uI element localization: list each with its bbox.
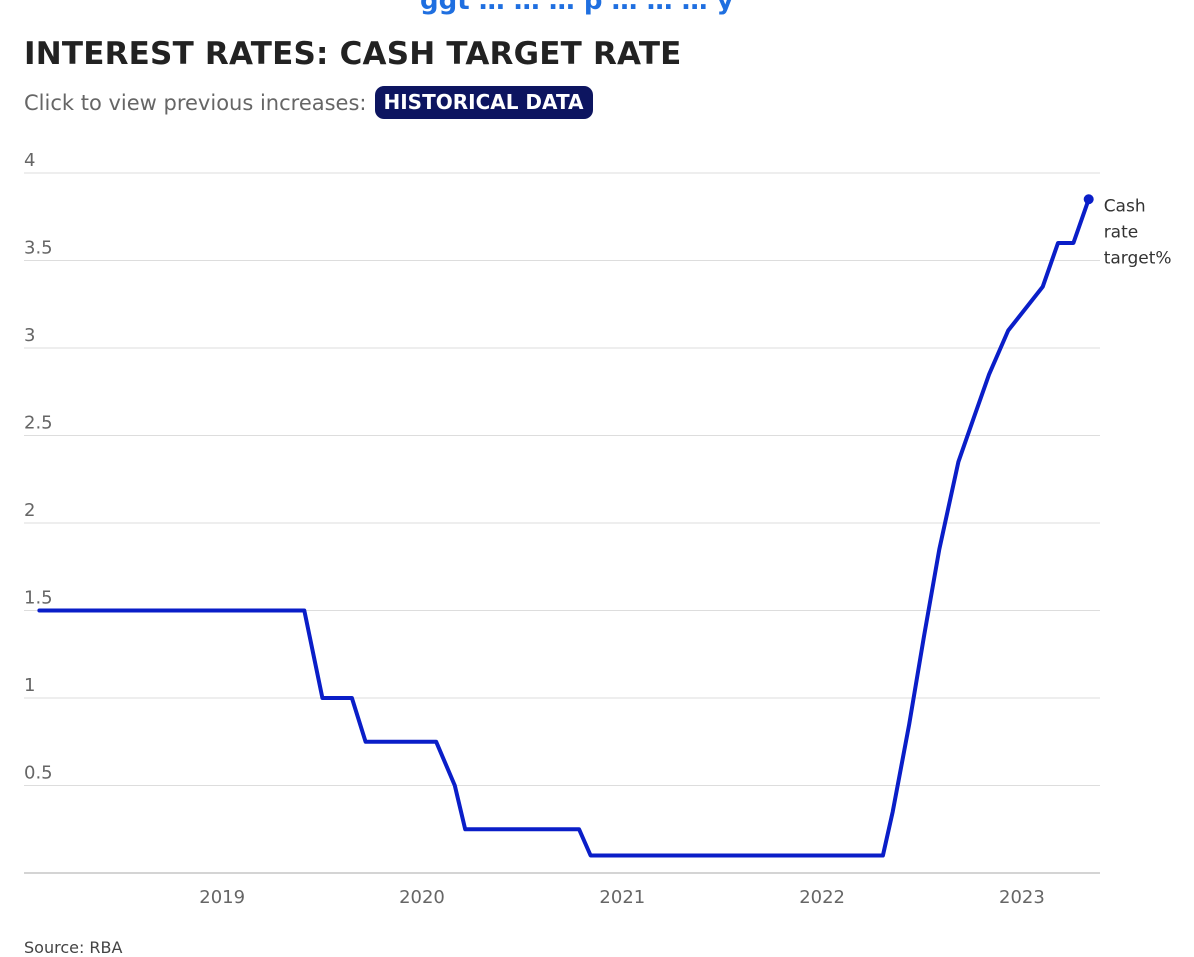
y-tick-label: 0.5 xyxy=(24,763,53,784)
clipped-headline-text: ggt … … … p … … … y xyxy=(420,0,734,16)
chart-title: INTEREST RATES: CASH TARGET RATE xyxy=(24,36,682,72)
x-tick-label: 2022 xyxy=(799,887,845,908)
y-tick-label: 2 xyxy=(24,500,35,521)
x-tick-label: 2019 xyxy=(199,887,245,908)
y-tick-label: 4 xyxy=(24,150,35,171)
historical-data-button[interactable]: HISTORICAL DATA xyxy=(374,86,593,119)
series-end-label-line: rate xyxy=(1104,222,1139,242)
x-tick-label: 2023 xyxy=(999,887,1045,908)
y-tick-label: 3 xyxy=(24,325,35,346)
subtitle-text: Click to view previous increases: xyxy=(24,90,367,115)
y-tick-label: 3.5 xyxy=(24,238,53,259)
y-tick-label: 1.5 xyxy=(24,588,53,609)
y-tick-label: 2.5 xyxy=(24,413,53,434)
x-tick-label: 2020 xyxy=(399,887,445,908)
series-end-point xyxy=(1083,194,1094,205)
series-end-label-line: target% xyxy=(1104,248,1172,268)
subtitle-row: Click to view previous increases: HISTOR… xyxy=(24,86,593,119)
y-tick-label: 1 xyxy=(24,675,35,696)
series-line xyxy=(37,197,1091,858)
series-end-label-line: Cash xyxy=(1104,196,1146,216)
series-end-label: Cash rate target% xyxy=(1104,196,1172,268)
source-note: Source: RBA xyxy=(24,938,123,957)
x-tick-label: 2021 xyxy=(599,887,645,908)
